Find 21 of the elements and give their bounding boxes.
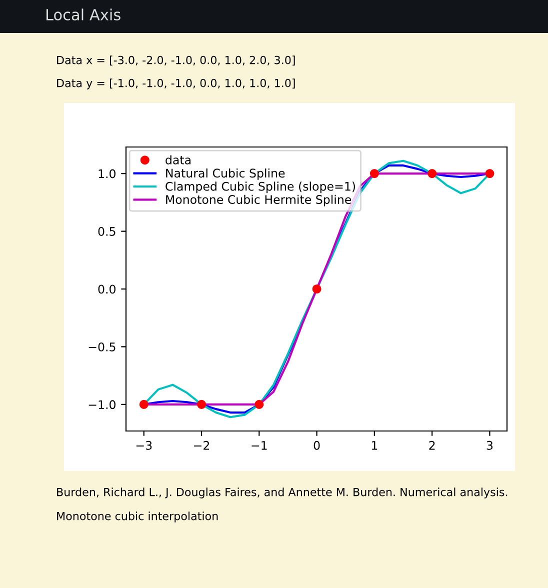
- y-tick-label: 0.5: [98, 227, 116, 236]
- x-tick-label: 3: [486, 440, 493, 450]
- text: Burden, Richard L., J. Douglas Faires, and Annette M. Burden. Numerical analysis.: [57, 488, 508, 498]
- text: Monotone cubic interpolation: [57, 512, 218, 522]
- legend-label: Natural Cubic Spline: [166, 168, 285, 180]
- legend-label: Monotone Cubic Hermite Spline: [166, 194, 352, 206]
- x-tick-label: 2: [429, 440, 435, 450]
- x-tick-label: −2: [194, 440, 210, 450]
- text: Local Axis: [46, 8, 120, 20]
- y-tick-label: 1.0: [98, 169, 116, 178]
- legend-label: data: [166, 155, 190, 164]
- text: Data x = [-3.0, -2.0, -1.0, 0.0, 1.0, 2.0, 3.0]: [57, 56, 295, 66]
- x-tick-label: −3: [136, 440, 152, 450]
- y-tick-label: −0.5: [88, 342, 116, 352]
- y-tick-label: −1.0: [88, 400, 116, 410]
- y-tick-label: 0.0: [98, 284, 116, 294]
- x-tick-label: 1: [372, 441, 378, 450]
- legend-label: Clamped Cubic Spline (slope=1): [166, 182, 356, 194]
- x-tick-label: −1: [252, 441, 267, 450]
- text: Data y = [-1.0, -1.0, -1.0, 0.0, 1.0, 1.0, 1.0]: [57, 78, 295, 90]
- x-tick-label: 0: [314, 440, 320, 450]
